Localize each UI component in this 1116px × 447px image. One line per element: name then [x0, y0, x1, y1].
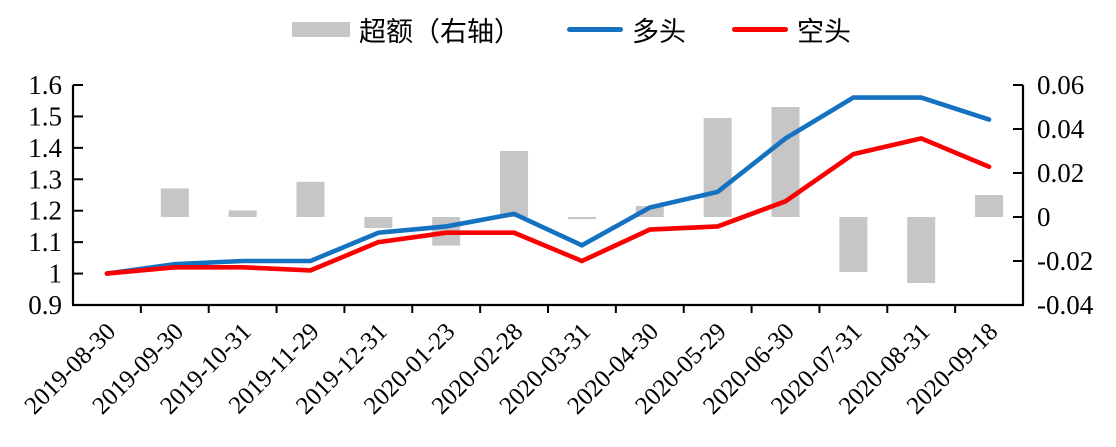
legend-label-short: 空头	[797, 17, 851, 47]
left-axis-tick-label: 0.9	[28, 290, 62, 320]
left-axis-tick-label: 1.3	[28, 164, 62, 194]
excess-bar	[160, 188, 189, 217]
left-axis-tick-label: 1.6	[28, 70, 62, 100]
excess-bar	[567, 217, 596, 220]
right-axis-tick-label: -0.02	[1037, 246, 1093, 276]
right-axis-tick-label: 0.04	[1037, 114, 1085, 144]
legend-label-excess: 超额（右轴）	[359, 17, 521, 47]
left-axis-tick-label: 1.5	[28, 101, 62, 131]
excess-bar	[839, 217, 868, 272]
left-axis-tick-label: 1	[49, 259, 63, 289]
right-axis-tick-label: 0.02	[1037, 158, 1084, 188]
excess-bar	[364, 217, 393, 228]
right-axis-tick-label: -0.04	[1037, 290, 1094, 320]
left-axis-tick-label: 1.1	[28, 227, 62, 257]
excess-bar	[907, 217, 936, 283]
short-line-swatch-icon	[732, 27, 788, 32]
left-axis-tick-label: 1.4	[28, 133, 62, 163]
long-line-swatch-icon	[567, 27, 623, 32]
short-line	[104, 136, 992, 276]
left-axis-tick-label: 1.2	[28, 196, 62, 226]
excess-bar	[975, 195, 1004, 217]
legend-item-excess: 超额（右轴）	[292, 10, 521, 49]
excess-bar	[635, 206, 664, 217]
legend-label-long: 多头	[632, 17, 686, 47]
right-axis-tick-label: 0	[1037, 202, 1051, 232]
long-line	[104, 95, 992, 276]
excess-bar	[228, 210, 257, 217]
right-axis-tick-label: 0.06	[1037, 70, 1084, 100]
excess-bar	[296, 181, 325, 217]
excess-bar	[703, 118, 732, 217]
excess-bar-swatch-icon	[292, 22, 350, 37]
chart-legend: 超额（右轴） 多头 空头	[292, 10, 851, 49]
legend-item-long: 多头	[567, 10, 686, 49]
legend-item-short: 空头	[732, 10, 851, 49]
excess-bar	[500, 151, 529, 217]
